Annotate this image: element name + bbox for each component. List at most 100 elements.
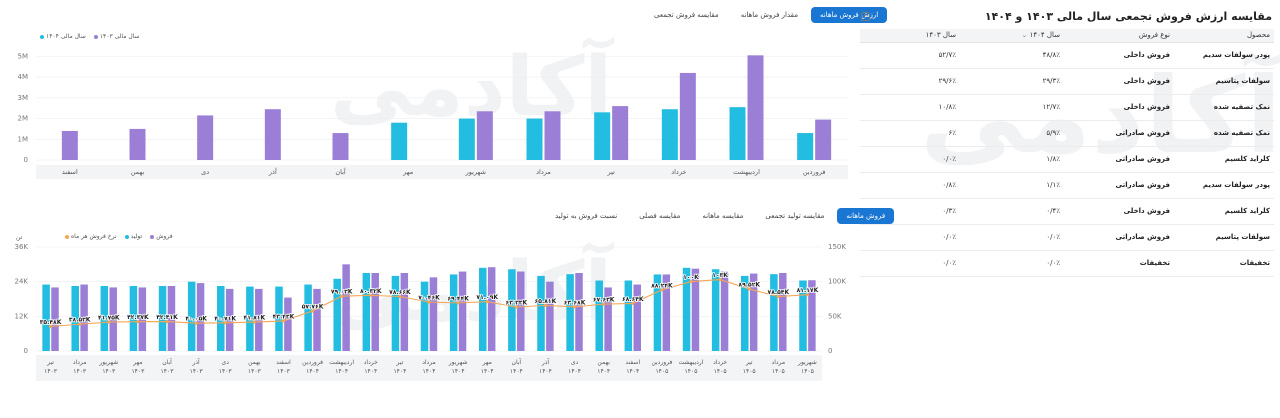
x-tick-label-month: تیر xyxy=(46,359,54,366)
bar-sales xyxy=(51,287,59,351)
rate-data-label: ۷۸.۵۴K xyxy=(768,289,790,296)
bar-sales xyxy=(284,297,292,351)
table-row[interactable]: تخفیفات تخفیفات ۰/۰٪ ۰/۰٪ xyxy=(860,250,1274,277)
bar-sales xyxy=(225,288,234,351)
bar-sales xyxy=(255,288,263,351)
cell-sale-type: فروش صادراتی xyxy=(1064,146,1174,173)
x-tick-label-year: ۱۴۰۴ xyxy=(393,368,406,375)
rate-data-label: ۷۸.۶۶K xyxy=(389,289,411,296)
bar-production xyxy=(420,281,429,351)
table-header-row: محصول نوع فروش سال ۱۴۰۴ ⌄ سال ۱۴۰۳ xyxy=(860,29,1274,43)
cell-product: تخفیفات xyxy=(1174,250,1274,277)
top-bar-chart: 0 1M 2M 3M 4M 5M فروردین اردیبهشت خرداد تیر مرداد ش… xyxy=(18,52,848,179)
legend-item-rate[interactable]: نرخ فروش هر ماه xyxy=(65,233,117,240)
rate-point xyxy=(310,309,315,313)
table-row[interactable]: پودر سولفات سدیم فروش صادراتی ۱/۱٪ ۰/۸٪ xyxy=(860,172,1274,199)
rate-point xyxy=(805,293,810,297)
rate-point xyxy=(747,287,751,291)
bar-1403 xyxy=(197,115,214,160)
tab-seasonal[interactable]: مقایسه فصلی xyxy=(639,212,681,220)
table-row[interactable]: کلراید کلسیم فروش داخلی ۰/۴٪ ۰/۳٪ xyxy=(860,198,1274,225)
bar-production xyxy=(682,267,691,351)
x-tick-label-month: مهر xyxy=(482,359,492,366)
purple-dot-icon xyxy=(93,34,98,39)
x-tick-label-month: شهریور xyxy=(98,359,118,366)
bar-sales xyxy=(429,277,438,351)
rate-data-label: ۴۲.۴۱K xyxy=(156,314,178,321)
tab-monthly-sales-quantity[interactable]: مقدار فروش ماهانه xyxy=(740,11,798,19)
rate-data-label: ۴۰.۰۵K xyxy=(185,316,207,323)
rate-data-label: ۶۹.۴۴K xyxy=(447,295,469,302)
legend-item-production[interactable]: تولید xyxy=(124,233,142,240)
x-tick-label-year: ۱۴۰۴ xyxy=(481,368,494,375)
rate-data-label: ۴۳.۴۳K xyxy=(273,313,295,320)
cell-1404: ۵/۹٪ xyxy=(960,120,1064,147)
cyan-dot-icon xyxy=(124,234,129,239)
y-left-tick-label: 12K xyxy=(15,312,29,320)
tab-monthly-sales-value[interactable]: ارزش فروش ماهانه xyxy=(810,7,888,23)
tab-sales-production-ratio[interactable]: نسبت فروش به تولید xyxy=(555,212,618,220)
tab-cumulative-production[interactable]: مقایسه تولید تجمعی xyxy=(765,212,825,220)
table-row[interactable]: نمک تصفیه شده فروش صادراتی ۵/۹٪ ۶٪ xyxy=(860,120,1274,147)
x-tick-label-year: ۱۴۰۵ xyxy=(772,368,785,375)
y-tick-label: 1M xyxy=(18,135,29,143)
legend-item-sales[interactable]: فروش xyxy=(150,233,173,240)
rate-data-label: ۸۰.۳۲K xyxy=(360,288,382,295)
cell-sale-type: فروش داخلی xyxy=(1064,94,1174,121)
rate-point xyxy=(776,294,780,299)
rate-point xyxy=(485,300,489,304)
rate-data-label: ۸۹.۵۲K xyxy=(738,281,760,288)
bar-sales xyxy=(313,288,321,351)
col-header-1404[interactable]: سال ۱۴۰۴ ⌄ xyxy=(960,29,1064,43)
x-tick-label-year: ۱۴۰۳ xyxy=(131,368,145,375)
x-tick-label-year: ۱۴۰۳ xyxy=(219,368,233,375)
bar-1403 xyxy=(61,130,78,160)
x-tick-label-year: ۱۴۰۳ xyxy=(190,368,204,375)
bar-production xyxy=(711,269,720,351)
bar-production xyxy=(799,280,807,351)
rate-data-label: ۷۱.۰۹K xyxy=(476,294,498,301)
x-tick-label: تیر xyxy=(606,168,615,176)
left-axis-unit: تن xyxy=(16,234,23,241)
table-row[interactable]: سولفات پتاسیم فروش صادراتی ۰/۰٪ ۰/۰٪ xyxy=(860,224,1274,251)
table-row[interactable]: پودر سولفات سدیم فروش داخلی ۴۸/۸٪ ۵۲/۷٪ xyxy=(860,42,1274,69)
tab-cumulative-sales[interactable]: مقایسه فروش تجمعی xyxy=(654,11,719,19)
bar-production xyxy=(741,275,749,351)
legend-item-1404[interactable]: سال مالی ۱۴۰۴ xyxy=(40,33,86,40)
x-tick-label: خرداد xyxy=(671,168,686,176)
rate-point xyxy=(572,305,577,309)
bar-production xyxy=(653,274,662,351)
bar-1404 xyxy=(729,107,746,160)
tab-monthly-compare[interactable]: مقایسه ماهانه xyxy=(702,212,744,220)
bottom-chart-tabs: نسبت فروش به تولید مقایسه فصلی مقایسه ما… xyxy=(546,208,895,224)
x-tick-label-month: شهریور xyxy=(797,359,817,366)
rate-data-label: ۶۸.۶۴K xyxy=(622,296,644,303)
x-tick-label: مرداد xyxy=(536,168,551,176)
cell-sale-type: فروش صادراتی xyxy=(1064,224,1174,251)
bar-1404 xyxy=(391,122,408,160)
rate-data-label: ۴۲.۳۷K xyxy=(127,314,149,321)
bar-sales xyxy=(138,287,147,351)
x-tick-label-month: تیر xyxy=(395,359,403,366)
expand-icon[interactable] xyxy=(861,12,870,21)
legend-item-1403[interactable]: سال مالی ۱۴۰۳ xyxy=(93,33,140,40)
table-row[interactable]: نمک تصفیه شده فروش داخلی ۱۲/۷٪ ۱۰/۸٪ xyxy=(860,94,1274,121)
bar-sales xyxy=(575,273,583,351)
cell-1404: ۱/۸٪ xyxy=(960,146,1064,173)
cell-1404: ۰/۰٪ xyxy=(960,224,1064,251)
bar-production xyxy=(362,273,371,351)
cell-product: نمک تصفیه شده xyxy=(1174,120,1274,147)
bar-production xyxy=(624,280,633,351)
y-left-tick-label: 0 xyxy=(24,347,28,355)
table-row[interactable]: سولفات پتاسیم فروش داخلی ۲۹/۳٪ ۲۹/۶٪ xyxy=(860,68,1274,95)
cell-1403: ۵۲/۷٪ xyxy=(860,42,960,69)
bar-production xyxy=(449,274,458,351)
cell-1404: ۱/۱٪ xyxy=(960,172,1064,199)
bar-production xyxy=(246,286,254,351)
bar-sales xyxy=(371,273,379,351)
rate-point xyxy=(602,302,606,306)
x-tick-label: دی xyxy=(201,168,209,176)
y-tick-label: 2M xyxy=(18,115,29,123)
table-row[interactable]: کلراید کلسیم فروش صادراتی ۱/۸٪ ۰/۰٪ xyxy=(860,146,1274,173)
cell-product: کلراید کلسیم xyxy=(1174,198,1274,225)
